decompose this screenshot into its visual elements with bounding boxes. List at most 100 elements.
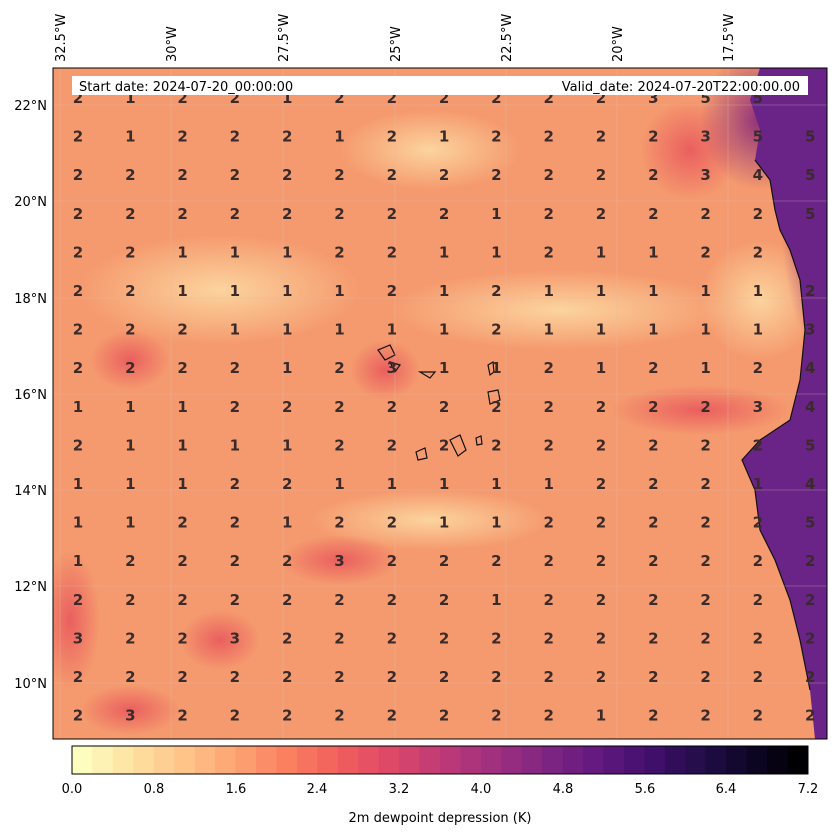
colorbar-segment (92, 746, 114, 774)
grid-value: 1 (543, 321, 553, 339)
colorbar-tick-label: 0.8 (144, 782, 165, 797)
grid-value: 1 (491, 514, 501, 532)
colorbar-segment (399, 746, 421, 774)
grid-value: 2 (73, 205, 83, 223)
grid-value: 1 (334, 128, 344, 146)
colorbar-segment (726, 746, 748, 774)
grid-value: 2 (73, 128, 83, 146)
grid-value: 1 (282, 89, 292, 107)
grid-value: 2 (334, 668, 344, 686)
grid-value: 2 (282, 398, 292, 416)
grid-value: 2 (230, 668, 240, 686)
grid-value: 1 (282, 321, 292, 339)
grid-value: 1 (491, 475, 501, 493)
grid-value: 2 (387, 436, 397, 454)
lon-label: 20°W (611, 26, 626, 62)
grid-value: 5 (805, 205, 815, 223)
colorbar-tick-label: 5.6 (635, 782, 656, 797)
grid-value: 1 (439, 359, 449, 377)
grid-value: 2 (805, 629, 815, 647)
grid-value: 2 (700, 243, 710, 261)
grid-value: 2 (439, 707, 449, 725)
grid-value: 2 (73, 668, 83, 686)
grid-value: 1 (177, 282, 187, 300)
lat-label: 14°N (14, 484, 47, 499)
grid-value: 3 (753, 398, 763, 416)
grid-value: 5 (700, 89, 710, 107)
colorbar-frame (71, 745, 809, 775)
grid-value: 2 (439, 552, 449, 570)
grid-value: 2 (543, 166, 553, 184)
colorbar-tick-label: 1.6 (226, 782, 247, 797)
grid-value: 1 (230, 436, 240, 454)
grid-value: 2 (700, 707, 710, 725)
grid-value: 2 (491, 128, 501, 146)
grid-value: 2 (648, 591, 658, 609)
grid-value: 2 (648, 359, 658, 377)
grid-value: 2 (334, 707, 344, 725)
grid-value: 2 (177, 707, 187, 725)
grid-value: 2 (282, 591, 292, 609)
grid-value: 1 (753, 321, 763, 339)
grid-value: 2 (596, 398, 606, 416)
grid-value: 2 (387, 128, 397, 146)
colorbar-segment (562, 746, 584, 774)
grid-value: 2 (282, 166, 292, 184)
grid-value: 2 (439, 205, 449, 223)
grid-value: 2 (491, 89, 501, 107)
grid-value: 1 (177, 398, 187, 416)
grid-value: 3 (700, 166, 710, 184)
grid-value: 2 (387, 243, 397, 261)
grid-value: 2 (596, 475, 606, 493)
grid-value: 1 (596, 707, 606, 725)
colorbar-segment (685, 746, 707, 774)
grid-value: 2 (125, 668, 135, 686)
grid-value: 2 (177, 552, 187, 570)
lon-label: 25°W (389, 26, 404, 62)
grid-value: 1 (439, 128, 449, 146)
grid-value: 2 (491, 668, 501, 686)
colorbar (72, 746, 809, 774)
lat-label: 16°N (14, 388, 47, 403)
grid-value: 2 (230, 89, 240, 107)
grid-value: 1 (543, 475, 553, 493)
grid-value: 2 (491, 282, 501, 300)
grid-value: 1 (177, 436, 187, 454)
grid-value: 2 (230, 205, 240, 223)
grid-value: 2 (543, 359, 553, 377)
colorbar-segment (112, 746, 134, 774)
colorbar-segment (767, 746, 789, 774)
grid-value: 2 (491, 707, 501, 725)
grid-value: 3 (334, 552, 344, 570)
lat-label: 20°N (14, 195, 47, 210)
grid-value: 1 (596, 282, 606, 300)
grid-value: 2 (439, 668, 449, 686)
lon-label: 17.5°W (722, 14, 737, 62)
grid-value: 2 (73, 166, 83, 184)
grid-value: 1 (439, 475, 449, 493)
grid-value: 2 (805, 282, 815, 300)
map-field (53, 68, 827, 739)
grid-value: 2 (596, 591, 606, 609)
grid-value: 2 (387, 514, 397, 532)
grid-value: 2 (387, 205, 397, 223)
grid-value: 2 (230, 128, 240, 146)
grid-value: 2 (596, 436, 606, 454)
grid-value: 2 (230, 475, 240, 493)
grid-value: 2 (387, 668, 397, 686)
grid-value: 2 (543, 707, 553, 725)
grid-value: 2 (648, 668, 658, 686)
grid-value: 2 (805, 707, 815, 725)
latitude-labels: 22°N 20°N 18°N 16°N 14°N 12°N 10°N (14, 99, 47, 692)
grid-value: 1 (125, 398, 135, 416)
grid-value: 3 (125, 707, 135, 725)
grid-value: 2 (596, 89, 606, 107)
colorbar-segment (419, 746, 441, 774)
grid-value: 1 (491, 591, 501, 609)
grid-value: 2 (334, 205, 344, 223)
grid-value: 1 (282, 243, 292, 261)
grid-value: 5 (753, 128, 763, 146)
colorbar-segment (705, 746, 727, 774)
grid-value: 2 (439, 591, 449, 609)
grid-value: 1 (753, 282, 763, 300)
